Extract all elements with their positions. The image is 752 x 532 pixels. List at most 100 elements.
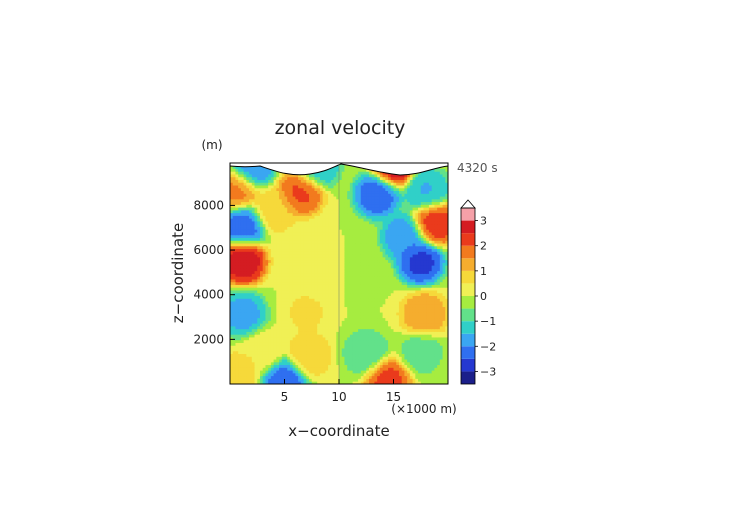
heatmap-cell [240, 287, 245, 291]
heatmap-cell [341, 251, 345, 255]
heatmap-cell [268, 301, 272, 305]
heatmap-cell [418, 356, 422, 360]
heatmap-cell [317, 350, 321, 355]
heatmap-cell [352, 287, 356, 291]
heatmap-cell [352, 337, 356, 341]
heatmap-cell [442, 361, 446, 366]
heatmap-cell [409, 359, 413, 363]
heatmap-cell [238, 370, 242, 374]
heatmap-cell [230, 345, 234, 349]
heatmap-cell [374, 281, 378, 285]
heatmap-cell [349, 303, 354, 308]
heatmap-cell [265, 290, 269, 294]
heatmap-cell [393, 245, 397, 250]
heatmap-cell [428, 306, 433, 310]
heatmap-cell [273, 312, 277, 316]
heatmap-cell [401, 240, 405, 244]
heatmap-cell [418, 240, 422, 244]
heatmap-cell [328, 226, 332, 230]
heatmap-cell [298, 317, 302, 321]
heatmap-cell [284, 367, 288, 371]
heatmap-cell [412, 331, 416, 335]
heatmap-cell [407, 270, 411, 274]
heatmap-cell [328, 234, 332, 238]
heatmap-cell [428, 218, 433, 222]
heatmap-cell [279, 243, 283, 247]
heatmap-cell [314, 353, 318, 357]
heatmap-cell [295, 303, 299, 308]
heatmap-cell [230, 237, 234, 241]
heatmap-cell [284, 226, 288, 230]
heatmap-cell [284, 381, 288, 384]
heatmap-cell [352, 215, 356, 219]
heatmap-cell [284, 298, 288, 302]
heatmap-cell [284, 364, 288, 368]
heatmap-cell [434, 372, 438, 377]
heatmap-cell [230, 381, 234, 384]
heatmap-cell [330, 243, 334, 247]
heatmap-cell [412, 342, 416, 346]
heatmap-cell [330, 262, 334, 266]
heatmap-cell [341, 290, 345, 294]
heatmap-cell [344, 279, 348, 283]
heatmap-cell [317, 223, 321, 227]
heatmap-cell [306, 356, 310, 360]
heatmap-cell [309, 306, 313, 310]
heatmap-cell [366, 215, 370, 219]
heatmap-cell [344, 287, 348, 291]
heatmap-cell [325, 306, 329, 310]
heatmap-cell [379, 309, 384, 313]
heatmap-cell [347, 314, 351, 319]
heatmap-cell [265, 320, 269, 324]
heatmap-cell [232, 345, 236, 349]
heatmap-cell [330, 265, 334, 269]
heatmap-cell [330, 314, 334, 319]
heatmap-cell [401, 359, 405, 363]
heatmap-cell [360, 381, 364, 384]
heatmap-cell [289, 381, 294, 384]
heatmap-cell [371, 221, 375, 225]
heatmap-cell [322, 381, 326, 384]
heatmap-cell [319, 353, 324, 357]
heatmap-cell [240, 290, 245, 294]
heatmap-cell [240, 350, 245, 355]
heatmap-cell [311, 372, 315, 377]
heatmap-cell [265, 267, 269, 272]
heatmap-cell [355, 276, 359, 280]
heatmap-cell [393, 226, 397, 230]
heatmap-cell [246, 367, 250, 371]
heatmap-cell [292, 301, 296, 305]
heatmap-cell [341, 259, 345, 263]
heatmap-cell [281, 226, 285, 230]
heatmap-cell [404, 270, 408, 274]
heatmap-cell [379, 320, 384, 324]
heatmap-cell [374, 350, 378, 355]
heatmap-cell [298, 245, 302, 250]
heatmap-cell [398, 345, 403, 349]
heatmap-cell [407, 267, 411, 272]
heatmap-cell [238, 303, 242, 308]
heatmap-cell [439, 378, 443, 382]
heatmap-cell [374, 359, 378, 363]
heatmap-cell [439, 337, 443, 341]
heatmap-cell [407, 290, 411, 294]
heatmap-cell [309, 301, 313, 305]
heatmap-cell [445, 267, 448, 272]
heatmap-cell [344, 281, 348, 285]
heatmap-cell [284, 295, 288, 299]
heatmap-cell [309, 303, 313, 308]
heatmap-cell [262, 262, 266, 266]
heatmap-cell [322, 270, 326, 274]
heatmap-cell [232, 325, 236, 330]
heatmap-cell [418, 290, 422, 294]
heatmap-cell [393, 276, 397, 280]
heatmap-cell [363, 342, 367, 346]
heatmap-cell [235, 215, 239, 219]
heatmap-cell [289, 303, 294, 308]
heatmap-cell [240, 370, 245, 374]
heatmap-cell [287, 325, 291, 330]
heatmap-cell [281, 292, 285, 296]
heatmap-cell [243, 317, 247, 321]
heatmap-cell [401, 243, 405, 247]
heatmap-cell [265, 370, 269, 374]
